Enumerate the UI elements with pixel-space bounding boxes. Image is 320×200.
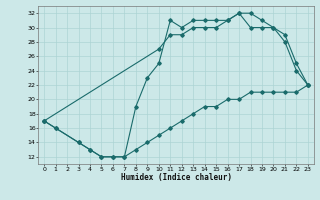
X-axis label: Humidex (Indice chaleur): Humidex (Indice chaleur) xyxy=(121,173,231,182)
